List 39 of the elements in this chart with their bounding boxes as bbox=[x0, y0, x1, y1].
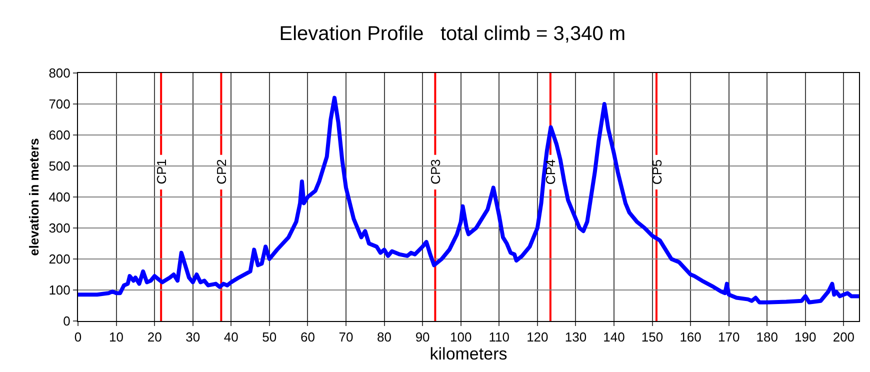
x-tick-label: 40 bbox=[224, 330, 238, 345]
x-tick-label: 110 bbox=[488, 330, 510, 345]
ref-line-label: CP5 bbox=[649, 159, 664, 185]
y-tick-label: 300 bbox=[48, 220, 70, 236]
y-tick-label: 200 bbox=[48, 252, 70, 267]
x-tick-label: 150 bbox=[641, 330, 664, 345]
x-tick-label: 170 bbox=[718, 330, 740, 345]
x-tick-label: 80 bbox=[377, 330, 392, 345]
x-tick-label: 160 bbox=[680, 330, 702, 345]
y-tick-label: 800 bbox=[48, 66, 70, 81]
y-tick-label: 400 bbox=[48, 190, 70, 205]
y-tick-label: 600 bbox=[48, 128, 70, 143]
x-tick-label: 50 bbox=[262, 330, 277, 345]
chart-title: Elevation Profile total climb = 3,340 m bbox=[279, 23, 626, 46]
line-series bbox=[78, 96, 859, 304]
x-tick-label: 90 bbox=[415, 330, 430, 345]
x-tick-label: 140 bbox=[603, 330, 625, 345]
x-axis-title: kilometers bbox=[430, 344, 508, 364]
ref-line-label: CP3 bbox=[428, 159, 443, 184]
y-tick-label: 500 bbox=[48, 158, 70, 174]
x-tick-label: 200 bbox=[832, 330, 855, 345]
y-tick-label: 0 bbox=[63, 314, 70, 329]
x-tick-label: 60 bbox=[300, 330, 315, 345]
x-tick-label: 0 bbox=[74, 330, 82, 345]
x-tick-label: 10 bbox=[109, 330, 124, 345]
x-tick-label: 190 bbox=[794, 330, 816, 345]
y-tick-label: 100 bbox=[48, 282, 70, 298]
x-tick-label: 100 bbox=[450, 330, 472, 345]
x-tick-label: 130 bbox=[564, 330, 587, 345]
ref-line-label: CP4 bbox=[543, 159, 558, 185]
y-tick-label: 700 bbox=[48, 96, 70, 112]
x-tick-label: 30 bbox=[186, 330, 200, 345]
x-tick-label: 120 bbox=[526, 330, 548, 345]
x-tick-label: 20 bbox=[147, 330, 162, 345]
ref-line-label: CP2 bbox=[214, 159, 229, 184]
x-tick-label: 70 bbox=[338, 330, 354, 345]
x-tick-label: 180 bbox=[756, 330, 778, 345]
ref-line-label: CP1 bbox=[154, 158, 169, 184]
y-axis-title: elevation in meters bbox=[26, 138, 42, 256]
